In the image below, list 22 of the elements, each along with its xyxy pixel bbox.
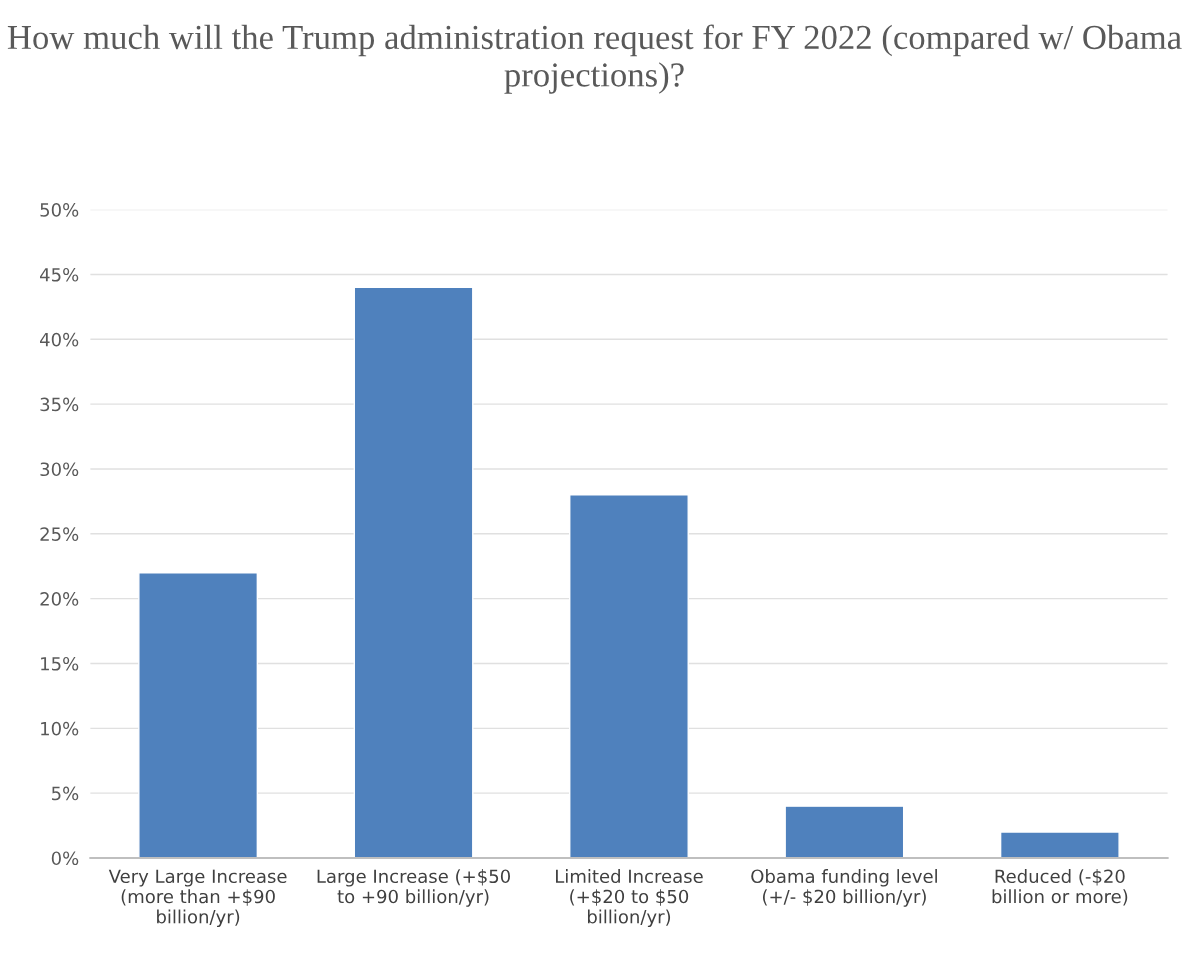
x-tick-label: Very Large Increase (more than +$90 billion/yr) — [108, 869, 287, 928]
y-tick-label: 10% — [41, 721, 79, 736]
y-tick-label: 15% — [41, 656, 79, 671]
x-tick-label: Obama funding level (+/- $20 billion/yr) — [751, 869, 937, 907]
y-tick-label: 40% — [40, 332, 79, 347]
bar — [138, 572, 259, 858]
y-tick-label: 20% — [40, 592, 79, 606]
bar — [353, 286, 474, 858]
y-tick-label: 25% — [40, 527, 79, 541]
x-tick-label: Limited Increase (+$20 to $50 billion/yr) — [556, 869, 703, 928]
y-tick-label: 0% — [51, 851, 79, 866]
y-tick-label: 50% — [40, 203, 79, 217]
y-tick-label: 30% — [40, 462, 79, 477]
y-tick-label: 5% — [52, 786, 79, 801]
y-tick-label: 45% — [40, 267, 79, 282]
bar — [999, 831, 1120, 858]
bar — [569, 494, 689, 858]
x-tick-label: Large Increase (+$50 to +90 billion/yr) — [317, 869, 510, 907]
y-tick-label: 35% — [40, 397, 79, 412]
bar — [784, 805, 905, 858]
chart-title: How much will the Trump administration request for FY 2022 (compared w/ Obama projections)? — [7, 24, 1182, 94]
x-tick-label: Reduced (-$20 billion or more) — [992, 869, 1128, 906]
